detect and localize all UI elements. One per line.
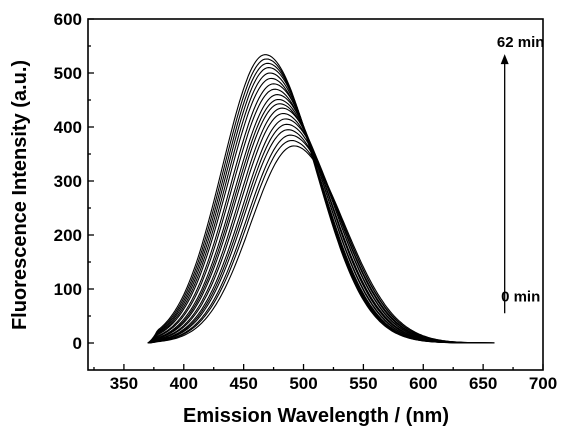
x-tick-label: 450 (229, 374, 257, 393)
top-time-label: 62 min (497, 34, 545, 51)
x-tick-label: 650 (469, 374, 497, 393)
x-tick-label: 400 (170, 374, 198, 393)
time-arrow-head (500, 54, 509, 65)
y-tick-label: 200 (54, 226, 82, 245)
y-tick-label: 400 (54, 118, 82, 137)
emission-curve-10 (147, 98, 495, 344)
annotations: 62 min 0 min (497, 34, 545, 314)
plot-frame (87, 18, 544, 371)
x-tick-label: 550 (349, 374, 377, 393)
emission-curve-15 (147, 72, 495, 344)
x-tick-label: 700 (529, 374, 557, 393)
x-tick-label: 350 (110, 374, 138, 393)
x-tick-label: 500 (289, 374, 317, 393)
y-tick-label: 500 (54, 64, 82, 83)
emission-curve-19 (147, 54, 495, 344)
emission-curve-6 (147, 118, 495, 344)
y-tick-label: 100 (54, 280, 82, 299)
emission-curve-14 (147, 77, 495, 344)
x-axis-title: Emission Wavelength / (nm) (183, 405, 449, 427)
y-tick-label: 300 (54, 172, 82, 191)
emission-curve-17 (147, 62, 495, 344)
emission-curve-16 (147, 67, 495, 344)
y-axis-title: Fluorescence Intensity (a.u.) (9, 60, 31, 330)
emission-curve-7 (147, 112, 495, 344)
axis-ticks: 350 400 450 500 550 600 650 700 0 100 200 300 400 500… (54, 10, 558, 393)
y-tick-label: 600 (54, 10, 82, 29)
y-tick-label: 0 (73, 334, 82, 353)
bottom-time-label: 0 min (501, 288, 540, 305)
series-group (147, 54, 495, 344)
x-tick-label: 600 (409, 374, 437, 393)
emission-curve-5 (147, 123, 495, 344)
